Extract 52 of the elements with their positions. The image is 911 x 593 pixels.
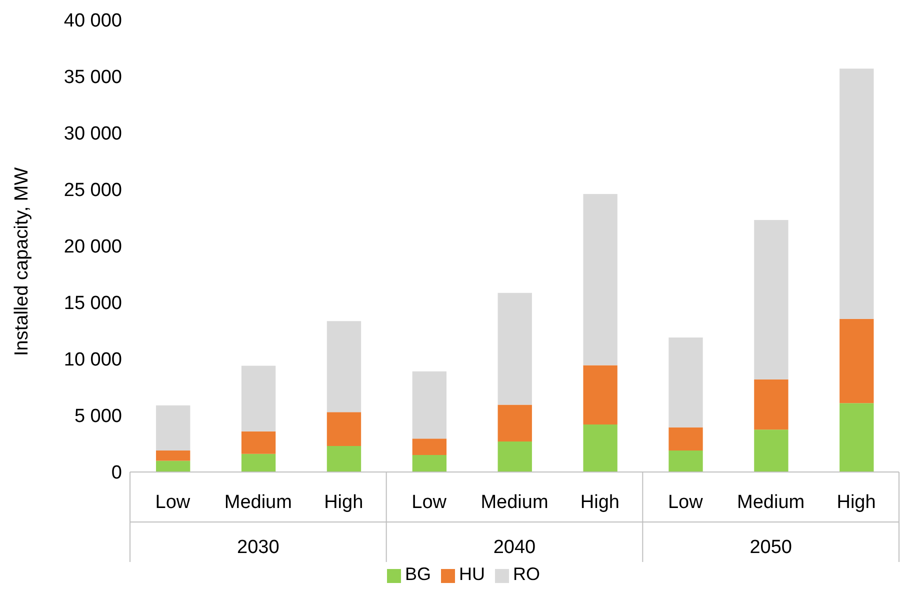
bar xyxy=(241,366,276,432)
bar xyxy=(156,460,190,472)
y-tick-label: 10 000 xyxy=(64,350,122,371)
x-tick-label: High xyxy=(836,492,876,513)
bar xyxy=(754,430,788,472)
bar xyxy=(840,68,874,319)
y-tick-label: 15 000 xyxy=(64,293,122,314)
x-tick-label: Low xyxy=(412,492,447,513)
legend-label: HU xyxy=(459,564,485,584)
bar xyxy=(412,371,447,439)
x-tick-label: Low xyxy=(668,492,704,513)
bar xyxy=(412,438,447,456)
bar xyxy=(754,379,788,430)
x-tick-label: High xyxy=(324,492,364,513)
legend-label: RO xyxy=(513,564,540,584)
bar xyxy=(241,431,276,454)
y-tick-label: 25 000 xyxy=(64,180,122,202)
y-tick-label: 0 xyxy=(111,462,122,484)
bar xyxy=(156,450,190,461)
bar xyxy=(326,446,362,472)
x-tick-label: Medium xyxy=(480,492,548,513)
bar xyxy=(583,365,618,425)
bar xyxy=(840,403,874,472)
bar xyxy=(412,455,447,472)
text: 2040 xyxy=(493,537,536,558)
bar xyxy=(498,292,532,405)
legend-label: BG xyxy=(404,564,431,584)
bar xyxy=(326,412,362,446)
x-tick-label: Medium xyxy=(737,492,805,513)
bar xyxy=(668,450,703,472)
bar xyxy=(583,194,618,366)
x-tick-label: Medium xyxy=(224,492,292,513)
y-tick-label: 5 000 xyxy=(74,406,122,428)
x-tick-label: Low xyxy=(155,492,190,513)
bar xyxy=(668,427,703,451)
bar xyxy=(498,404,532,442)
text: 2030 xyxy=(237,537,280,558)
text: 2050 xyxy=(750,537,792,558)
bar xyxy=(156,405,190,451)
y-tick-label: 35 000 xyxy=(64,67,122,88)
y-axis-title: Installed capacity, MW xyxy=(12,167,33,356)
bar xyxy=(583,424,618,472)
y-tick-label: 30 000 xyxy=(64,124,122,145)
y-tick-label: 40 000 xyxy=(64,10,122,32)
bar xyxy=(840,318,874,404)
bar xyxy=(498,441,532,472)
bar xyxy=(668,338,703,428)
x-tick-label: High xyxy=(580,492,620,513)
bar xyxy=(241,454,276,472)
y-tick-label: 20 000 xyxy=(64,236,122,258)
bar xyxy=(754,220,788,380)
bar xyxy=(326,321,362,412)
